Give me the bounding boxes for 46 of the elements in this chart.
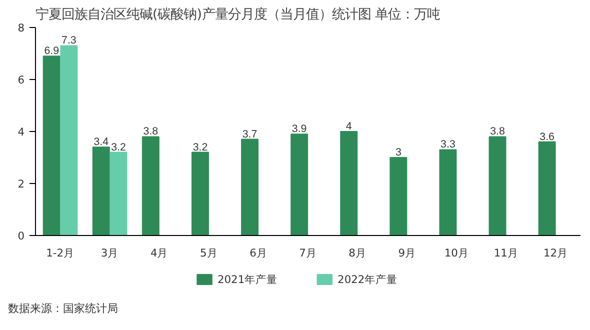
y-tick-label: 8: [18, 22, 25, 34]
bar: [439, 149, 457, 236]
x-tick-label: 12月: [543, 246, 568, 260]
x-tick-label: 6月: [250, 246, 268, 260]
bar: [192, 152, 209, 236]
x-tick-label: 10月: [444, 246, 469, 260]
bar: [488, 136, 506, 236]
data-label: 3.8: [490, 126, 505, 138]
data-label: 3.4: [94, 136, 109, 148]
source-note: 数据来源：国家统计局: [8, 301, 118, 317]
legend-label: 2022年产量: [338, 273, 398, 286]
y-tick-label: 2: [18, 178, 24, 190]
bar: [60, 45, 78, 236]
bar: [42, 56, 60, 236]
y-tick-label: 0: [18, 230, 25, 242]
bar: [142, 136, 160, 236]
data-label: 3: [395, 146, 402, 158]
data-label: 4: [346, 120, 352, 132]
data-label: 3.2: [192, 141, 208, 154]
y-tick-label: 6: [18, 74, 25, 86]
bar: [241, 138, 259, 236]
data-label: 6.9: [44, 45, 60, 58]
x-tick-label: 5月: [200, 246, 218, 260]
bar: [340, 131, 358, 236]
legend-label: 2021年产量: [217, 273, 278, 286]
x-tick-label: 7月: [299, 246, 317, 260]
data-label: 3.8: [143, 126, 158, 138]
bar: [92, 146, 110, 236]
bar: [390, 157, 408, 236]
chart-title: 宁夏回族自治区纯碱(碳酸钠)产量分月度（当月值）统计图 单位：万吨: [36, 6, 440, 22]
x-tick-label: 8月: [348, 246, 366, 260]
bar: [538, 141, 556, 236]
y-tick-label: 4: [18, 126, 25, 138]
data-label: 7.3: [62, 34, 76, 47]
data-label: 3.3: [440, 138, 456, 151]
data-label: 3.2: [111, 141, 126, 154]
data-label: 3.7: [242, 128, 258, 140]
x-tick-label: 4月: [150, 246, 168, 260]
x-tick-label: 1-2月: [46, 246, 74, 260]
bar: [110, 152, 128, 236]
x-tick-label: 11月: [494, 246, 518, 260]
data-label: 3.6: [540, 130, 555, 143]
data-label: 3.9: [292, 123, 307, 136]
bar: [290, 134, 308, 236]
x-tick-label: 9月: [398, 246, 416, 260]
x-tick-label: 3月: [100, 246, 119, 260]
